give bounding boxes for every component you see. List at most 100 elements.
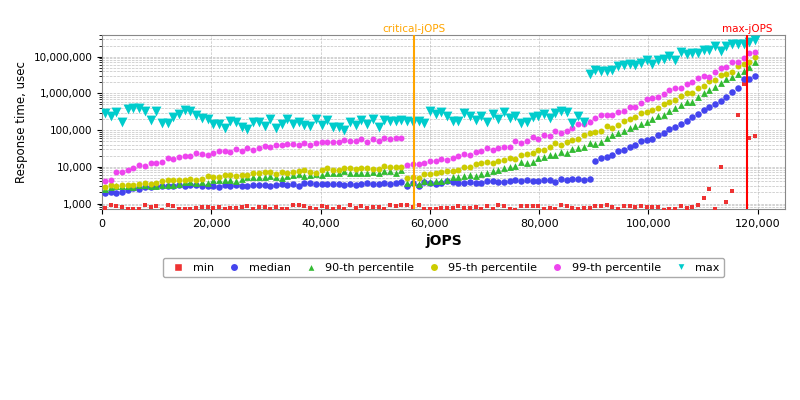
Point	[418, 171, 430, 178]
Point	[321, 164, 334, 171]
Point	[458, 110, 470, 116]
Point	[623, 124, 636, 131]
Point	[669, 84, 682, 91]
Point	[184, 153, 197, 159]
Point	[703, 46, 716, 53]
Point	[412, 181, 425, 187]
Point	[572, 206, 585, 212]
Point	[332, 180, 345, 187]
Point	[173, 205, 186, 212]
Point	[184, 182, 197, 188]
Point	[122, 166, 134, 173]
Point	[178, 179, 191, 186]
Point	[224, 176, 237, 183]
Point	[623, 144, 636, 150]
Point	[213, 148, 226, 154]
Point	[509, 176, 522, 183]
Point	[481, 119, 494, 126]
Point	[452, 174, 465, 180]
Point	[703, 186, 716, 192]
Point	[714, 98, 727, 104]
Point	[241, 174, 254, 180]
Point	[441, 156, 454, 163]
Point	[218, 124, 231, 131]
Point	[423, 180, 436, 186]
Point	[155, 120, 168, 126]
Point	[594, 139, 607, 145]
Point	[150, 182, 162, 189]
Point	[623, 61, 636, 68]
Point	[195, 204, 208, 210]
Point	[714, 80, 727, 86]
Point	[691, 111, 704, 118]
Point	[498, 157, 510, 163]
Point	[207, 121, 220, 128]
Point	[98, 204, 111, 211]
Point	[167, 156, 180, 162]
Point	[737, 40, 750, 47]
Point	[304, 142, 317, 148]
Point	[691, 75, 704, 82]
Point	[549, 178, 562, 185]
Point	[298, 140, 311, 146]
Point	[589, 141, 602, 147]
Point	[178, 177, 191, 183]
Point	[195, 179, 208, 186]
Point	[406, 161, 419, 168]
Text: critical-jOPS: critical-jOPS	[382, 24, 445, 34]
Point	[423, 108, 436, 114]
Point	[435, 156, 448, 162]
Point	[213, 121, 226, 127]
Point	[395, 179, 408, 186]
Point	[686, 204, 698, 210]
Point	[446, 168, 459, 174]
Point	[155, 182, 168, 188]
Point	[709, 76, 722, 83]
Point	[452, 118, 465, 124]
Point	[98, 178, 111, 184]
Point	[686, 79, 698, 85]
Point	[218, 172, 231, 179]
Point	[241, 183, 254, 190]
Point	[275, 175, 288, 181]
Point	[338, 181, 350, 188]
Point	[264, 116, 277, 123]
Point	[481, 159, 494, 166]
Point	[127, 184, 140, 191]
Point	[190, 176, 202, 183]
Point	[514, 159, 527, 166]
Point	[698, 107, 710, 113]
Point	[275, 121, 288, 128]
Point	[184, 108, 197, 115]
Point	[475, 148, 488, 154]
Point	[578, 118, 590, 125]
Point	[521, 150, 534, 157]
Point	[606, 204, 618, 210]
Point	[731, 112, 744, 119]
Point	[133, 206, 146, 212]
Point	[144, 184, 157, 190]
Point	[344, 138, 357, 144]
Point	[150, 180, 162, 186]
Point	[332, 204, 345, 210]
Point	[674, 102, 687, 108]
Point	[412, 202, 425, 208]
Point	[332, 139, 345, 145]
Point	[538, 177, 550, 183]
Point	[600, 154, 613, 160]
Point	[526, 150, 539, 156]
Point	[270, 182, 282, 188]
Point	[264, 169, 277, 176]
Point	[292, 182, 305, 189]
Point	[680, 117, 693, 124]
Point	[406, 119, 419, 126]
Point	[150, 182, 162, 189]
Point	[743, 39, 756, 46]
Point	[138, 163, 151, 170]
Point	[258, 143, 271, 149]
Point	[401, 180, 414, 186]
Point	[326, 138, 339, 145]
Point	[463, 113, 476, 120]
Point	[184, 175, 197, 182]
Point	[246, 170, 259, 176]
